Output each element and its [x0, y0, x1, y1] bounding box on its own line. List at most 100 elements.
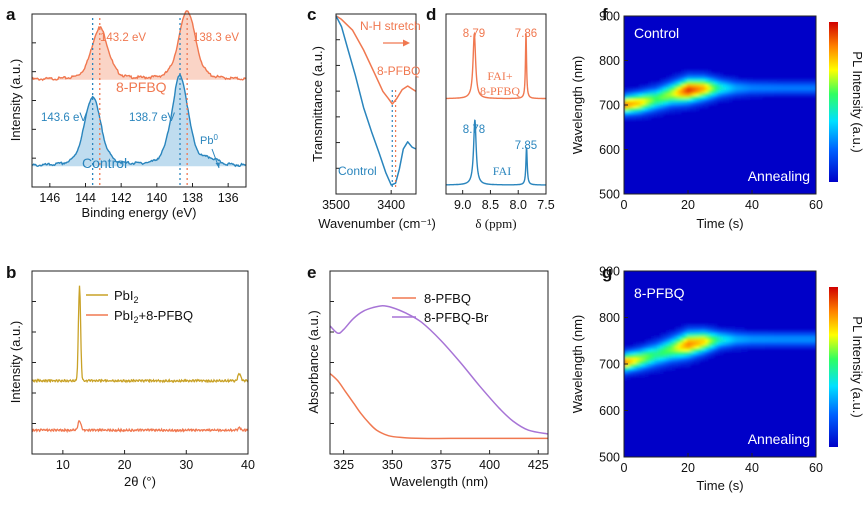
heatmap-cell [684, 102, 688, 106]
heatmap-cell [624, 107, 628, 112]
heatmap-cell [678, 105, 682, 109]
heatmap-cell [681, 333, 685, 337]
heatmap-cell [633, 93, 637, 97]
heatmap-cell [678, 75, 682, 79]
heatmap-cell [636, 373, 640, 377]
heatmap-cell [756, 329, 760, 334]
heatmap-cell [624, 96, 628, 100]
heatmap-cell [678, 107, 682, 112]
heatmap-cell [654, 113, 658, 118]
heatmap-cell [786, 84, 790, 88]
panel-g-process-label: Annealing [748, 431, 810, 447]
heatmap-cell [738, 326, 742, 331]
heatmap-cell [768, 333, 772, 337]
heatmap-cell [681, 90, 685, 94]
heatmap-cell [792, 93, 796, 97]
heatmap-cell [729, 81, 733, 85]
heatmap-cell [651, 107, 655, 112]
x-tick-label: 30 [179, 458, 193, 472]
heatmap-cell [687, 93, 691, 97]
heatmap-cell [705, 96, 709, 100]
heatmap-cell [708, 345, 712, 350]
heatmap-cell [675, 110, 679, 115]
heatmap-cell [786, 87, 790, 91]
heatmap-cell [717, 93, 721, 97]
heatmap-cell [759, 336, 763, 340]
heatmap-cell [687, 90, 691, 94]
heatmap-cell [642, 373, 646, 377]
heatmap-cell [675, 90, 679, 94]
heatmap-cell [681, 339, 685, 343]
heatmap-cell [708, 323, 712, 328]
heatmap-cell [702, 354, 706, 359]
heatmap-cell [771, 333, 775, 337]
heatmap-cell [684, 81, 688, 85]
heatmap-cell [699, 72, 703, 76]
heatmap-cell [702, 90, 706, 94]
heatmap-cell [714, 84, 718, 88]
heatmap-cell [672, 345, 676, 350]
heatmap-cell [714, 329, 718, 334]
heatmap-cell [678, 72, 682, 76]
heatmap-cell [729, 90, 733, 94]
heatmap-cell [675, 75, 679, 79]
heatmap-cell [672, 329, 676, 334]
heatmap-cell [801, 336, 805, 340]
heatmap-cell [651, 367, 655, 371]
heatmap-cell [798, 87, 802, 91]
heatmap-cell [669, 336, 673, 340]
heatmap-cell [735, 336, 739, 340]
heatmap-cell [705, 348, 709, 353]
heatmap-cell [651, 93, 655, 97]
heatmap-cell [732, 333, 736, 337]
heatmap-cell [684, 69, 688, 73]
heatmap-cell [633, 107, 637, 112]
annotation-8-79: 8.79 [463, 28, 485, 40]
panel-c-frame [335, 13, 417, 195]
heatmap-cell [681, 345, 685, 350]
heatmap-cell [804, 81, 808, 85]
heatmap-cell [690, 329, 694, 334]
heatmap-cell [630, 367, 634, 371]
heatmap-cell [660, 354, 664, 359]
heatmap-cell [687, 87, 691, 91]
panel-g-sample-label: 8-PFBQ [634, 285, 685, 301]
xrd-line-1 [31, 419, 249, 434]
heatmap-cell [783, 342, 787, 346]
heatmap-cell [693, 90, 697, 94]
heatmap-cell [711, 336, 715, 340]
heatmap-cell [720, 75, 724, 79]
heatmap-cell [774, 342, 778, 346]
heatmap-cell [747, 329, 751, 334]
heatmap-cell [792, 339, 796, 343]
heatmap-cell [690, 102, 694, 106]
heatmap-cell [693, 107, 697, 112]
heatmap-cell [687, 96, 691, 100]
heatmap-cell [657, 81, 661, 85]
heatmap-cell [624, 376, 628, 381]
heatmap-cell [744, 342, 748, 346]
heatmap-cell [642, 87, 646, 91]
heatmap-cell [654, 105, 658, 109]
heatmap-cell [642, 367, 646, 371]
heatmap-cell [693, 84, 697, 88]
heatmap-cell [696, 84, 700, 88]
heatmap-cell [651, 96, 655, 100]
heatmap-cell [729, 75, 733, 79]
heatmap-cell [651, 354, 655, 359]
heatmap-cell [693, 96, 697, 100]
heatmap-cell [639, 364, 643, 368]
heatmap-cell [771, 87, 775, 91]
heatmap-cell [768, 90, 772, 94]
heatmap-cell [729, 93, 733, 97]
legend-pbi2: PbI2 [114, 288, 139, 305]
heatmap-cell [807, 93, 811, 97]
heatmap-cell [705, 336, 709, 340]
heatmap-cell [798, 339, 802, 343]
heatmap-cell [690, 360, 694, 365]
heatmap-cell [717, 348, 721, 353]
heatmap-cell [693, 357, 697, 362]
heatmap-cell [798, 345, 802, 350]
heatmap-cell [624, 99, 628, 103]
heatmap-cell [648, 105, 652, 109]
